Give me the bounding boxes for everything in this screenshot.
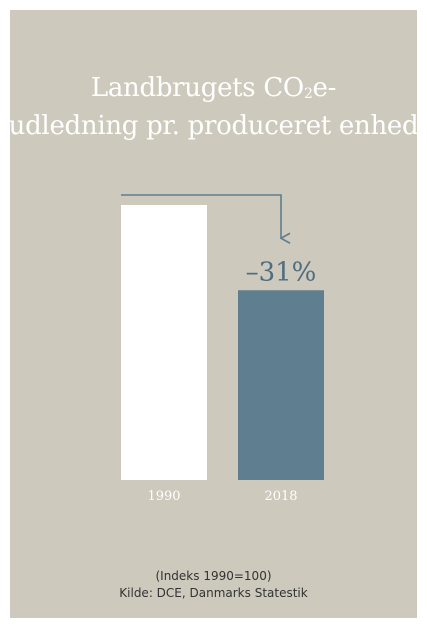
x-tick-label-2018: 2018 xyxy=(264,489,297,504)
title-subscript: 2 xyxy=(303,86,313,102)
chart-title-line-2: udledning pr. produceret enhed xyxy=(8,111,419,141)
change-annotation-label: –31% xyxy=(246,257,317,287)
footnote-source: Kilde: DCE, Danmarks Statestik xyxy=(119,586,308,600)
footnote: (Indeks 1990=100) Kilde: DCE, Danmarks S… xyxy=(0,568,427,602)
footnote-index-note: (Indeks 1990=100) xyxy=(155,569,272,583)
chart-title: Landbrugets CO2e- udledning pr. producer… xyxy=(0,72,427,142)
change-arrow xyxy=(121,194,281,238)
chart-card xyxy=(10,10,417,618)
chart-title-line-1: Landbrugets CO2e- xyxy=(0,72,427,110)
bar-2018 xyxy=(238,290,324,480)
x-tick-label-1990: 1990 xyxy=(147,489,180,504)
bar-1990 xyxy=(121,205,207,480)
title-part-2: e- xyxy=(312,73,337,103)
title-part-1: Landbrugets CO xyxy=(90,73,304,103)
